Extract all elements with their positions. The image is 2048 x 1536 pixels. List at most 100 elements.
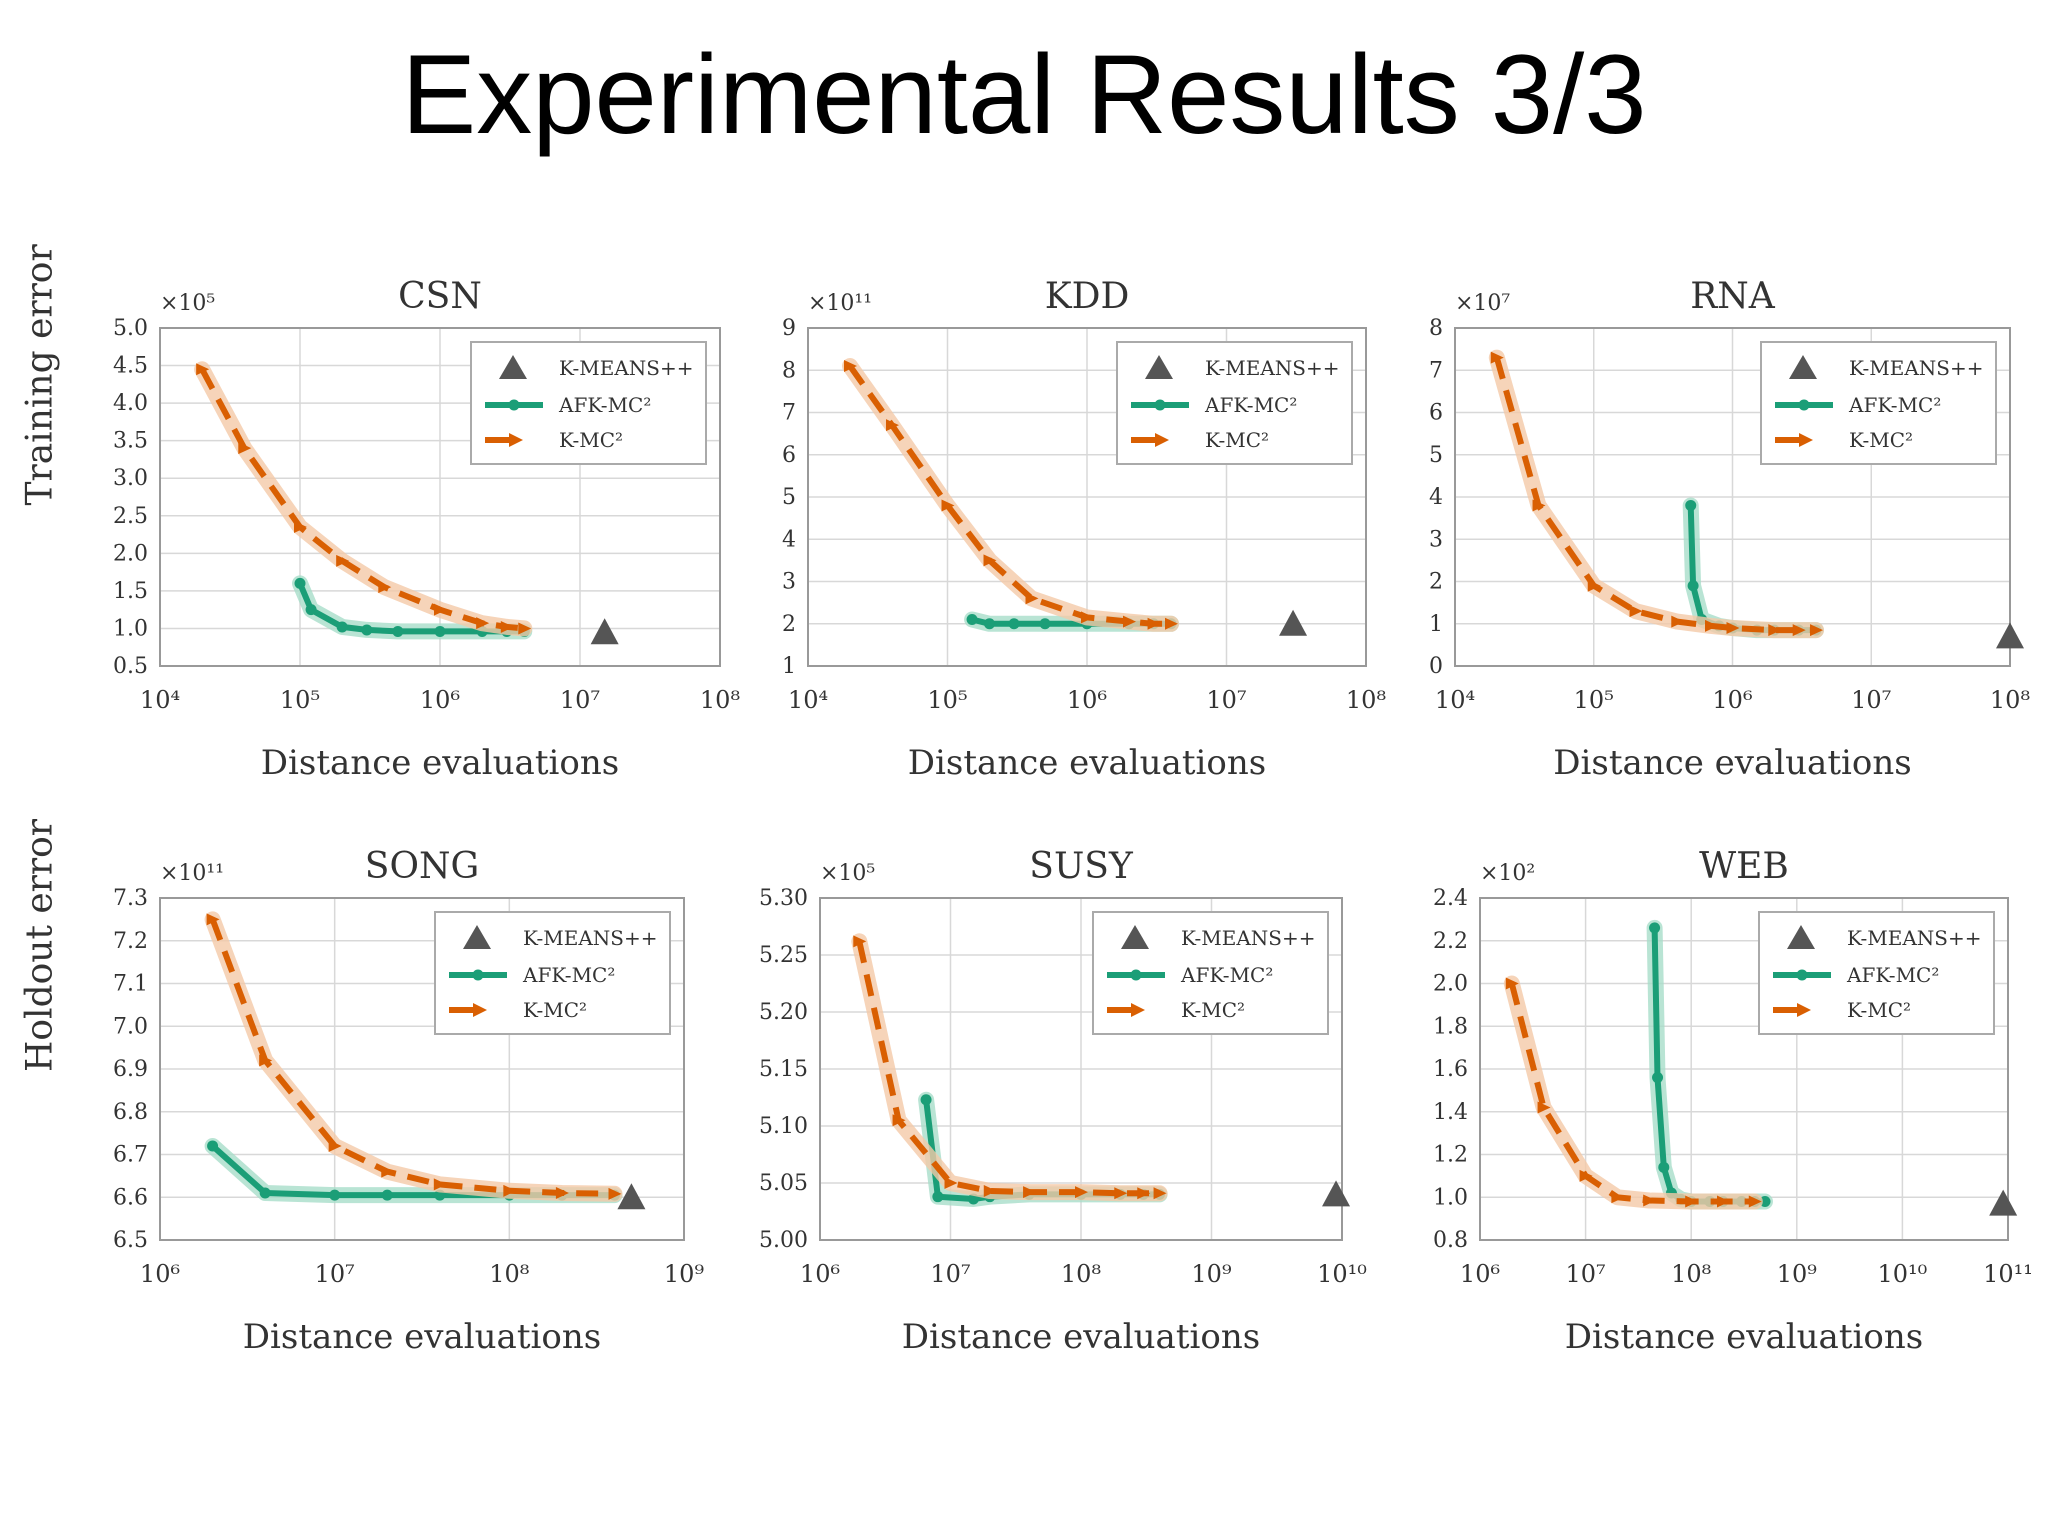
data-point-afk xyxy=(434,625,446,637)
y-tick-label: 9 xyxy=(782,316,796,341)
kmeans-marker xyxy=(1322,1180,1351,1207)
data-point-kmc xyxy=(518,622,532,635)
y-tick-label: 3.5 xyxy=(113,429,148,454)
data-point-afk xyxy=(983,618,995,630)
legend-afk-marker xyxy=(1796,969,1808,981)
y-tick-label: 0.5 xyxy=(113,654,148,679)
y-tick-label: 7.3 xyxy=(113,886,148,911)
series-line-kmc xyxy=(847,364,1171,627)
series-line-kmc xyxy=(209,918,615,1197)
y-tick-label: 2.0 xyxy=(113,541,148,566)
y-tick-label: 2 xyxy=(782,612,796,637)
y-tick-label: 4 xyxy=(1429,485,1443,510)
chart-title: CSN xyxy=(398,276,482,317)
data-point-kmc xyxy=(1023,1186,1037,1199)
x-tick-label: 10¹⁰ xyxy=(1878,1260,1928,1288)
y-tick-label: 7 xyxy=(1429,358,1443,383)
y-tick-label: 1.6 xyxy=(1433,1057,1468,1082)
legend-label: K-MEANS++ xyxy=(523,926,657,950)
y-tick-label: 6.6 xyxy=(113,1185,148,1210)
legend-kmc-marker xyxy=(1155,433,1169,447)
legend-kmc-marker xyxy=(509,433,523,447)
x-axis-label: Distance evaluations xyxy=(261,743,619,783)
x-tick-label: 10⁸ xyxy=(1990,686,2030,714)
data-point-kmc xyxy=(328,1139,342,1152)
series-band xyxy=(1646,919,1773,1210)
data-point-afk xyxy=(966,614,978,626)
x-tick-label: 10⁸ xyxy=(700,686,740,714)
legend-label: AFK-MC² xyxy=(1204,393,1297,417)
x-tick-label: 10⁵ xyxy=(927,686,967,714)
y-tick-label: 6.7 xyxy=(113,1143,148,1168)
data-point-kmc xyxy=(1579,1169,1593,1182)
axis-multiplier: ×10⁷ xyxy=(1455,291,1510,316)
y-tick-label: 5.0 xyxy=(113,316,148,341)
data-point-afk xyxy=(392,625,404,637)
series-line-afk xyxy=(1687,505,1816,634)
legend-kmc-marker xyxy=(473,1003,487,1017)
y-tick-label: 1.0 xyxy=(1433,1185,1468,1210)
legend-afk-marker xyxy=(1154,399,1166,411)
legend-kmeans-icon xyxy=(499,355,527,379)
x-tick-label: 10⁵ xyxy=(280,686,320,714)
data-point-afk xyxy=(329,1189,341,1201)
data-point-afk xyxy=(259,1187,271,1199)
plot-frame xyxy=(807,327,1367,667)
legend-afk-marker xyxy=(472,969,484,981)
y-tick-label: 7 xyxy=(782,401,796,426)
axis-multiplier: ×10¹¹ xyxy=(160,861,224,886)
data-point-afk xyxy=(1658,1161,1670,1173)
data-point-kmc xyxy=(1164,617,1178,630)
legend: K-MEANS++ AFK-MC² K-MC² xyxy=(1758,911,1995,1035)
data-point-kmc xyxy=(294,521,307,534)
chart-title: RNA xyxy=(1690,276,1776,317)
data-point-afk xyxy=(1649,922,1661,934)
x-axis-label: Distance evaluations xyxy=(1553,743,1911,783)
legend-label: K-MC² xyxy=(1847,998,1911,1022)
y-tick-label: 1.2 xyxy=(1433,1143,1468,1168)
data-point-kmc xyxy=(1153,1187,1167,1200)
data-point-afk xyxy=(294,577,306,589)
y-tick-label: 6 xyxy=(1429,401,1443,426)
legend: K-MEANS++ AFK-MC² K-MC² xyxy=(470,341,707,465)
chart-title: KDD xyxy=(1045,276,1130,317)
y-tick-label: 1.0 xyxy=(113,616,148,641)
data-point-kmc xyxy=(843,360,857,373)
legend-afk-marker xyxy=(1798,399,1810,411)
x-tick-label: 10⁸ xyxy=(489,1260,529,1288)
legend-afk-marker xyxy=(1130,969,1142,981)
legend-kmc-marker xyxy=(1797,1003,1811,1017)
legend-label: K-MC² xyxy=(523,998,587,1022)
x-tick-label: 10⁸ xyxy=(1346,686,1386,714)
legend-label: K-MEANS++ xyxy=(1847,926,1981,950)
x-tick-label: 10⁴ xyxy=(140,686,180,714)
data-point-afk xyxy=(1039,618,1051,630)
data-point-kmc xyxy=(1611,1191,1625,1204)
x-tick-label: 10⁶ xyxy=(420,686,460,714)
x-tick-label: 10⁷ xyxy=(315,1260,355,1288)
plot-frame xyxy=(1479,897,2009,1241)
chart-rna: 0 1 2 3 4 5 6 7 8 10⁴ 10⁵ 10⁶ 10⁷ 10⁸ ×10⁷ RNA Distance … xyxy=(1429,276,2030,783)
legend-kmeans-icon xyxy=(1145,355,1173,379)
x-tick-label: 10⁹ xyxy=(1191,1260,1232,1288)
slide-title: Experimental Results 3/3 xyxy=(401,32,1647,157)
data-point-kmc xyxy=(1114,1187,1128,1200)
data-point-kmc xyxy=(336,554,350,567)
axis-multiplier: ×10⁵ xyxy=(820,861,875,886)
data-point-afk xyxy=(932,1191,944,1203)
x-tick-label: 10⁵ xyxy=(1574,686,1614,714)
legend-label: K-MC² xyxy=(1181,998,1245,1022)
data-point-kmc xyxy=(853,935,867,948)
y-tick-label: 6.9 xyxy=(113,1057,148,1082)
legend-label: AFK-MC² xyxy=(1180,963,1273,987)
x-tick-label: 10⁸ xyxy=(1061,1260,1101,1288)
x-tick-label: 10⁶ xyxy=(1460,1260,1500,1288)
y-tick-label: 1 xyxy=(782,654,796,679)
data-point-kmc xyxy=(944,1177,958,1189)
data-point-kmc xyxy=(1081,611,1094,624)
x-tick-label: 10⁷ xyxy=(1851,686,1891,714)
kmeans-marker xyxy=(590,618,619,645)
x-axis-label: Distance evaluations xyxy=(1565,1317,1923,1357)
row-label-holdout: Holdout error xyxy=(19,819,61,1073)
x-tick-label: 10⁷ xyxy=(1566,1260,1606,1288)
